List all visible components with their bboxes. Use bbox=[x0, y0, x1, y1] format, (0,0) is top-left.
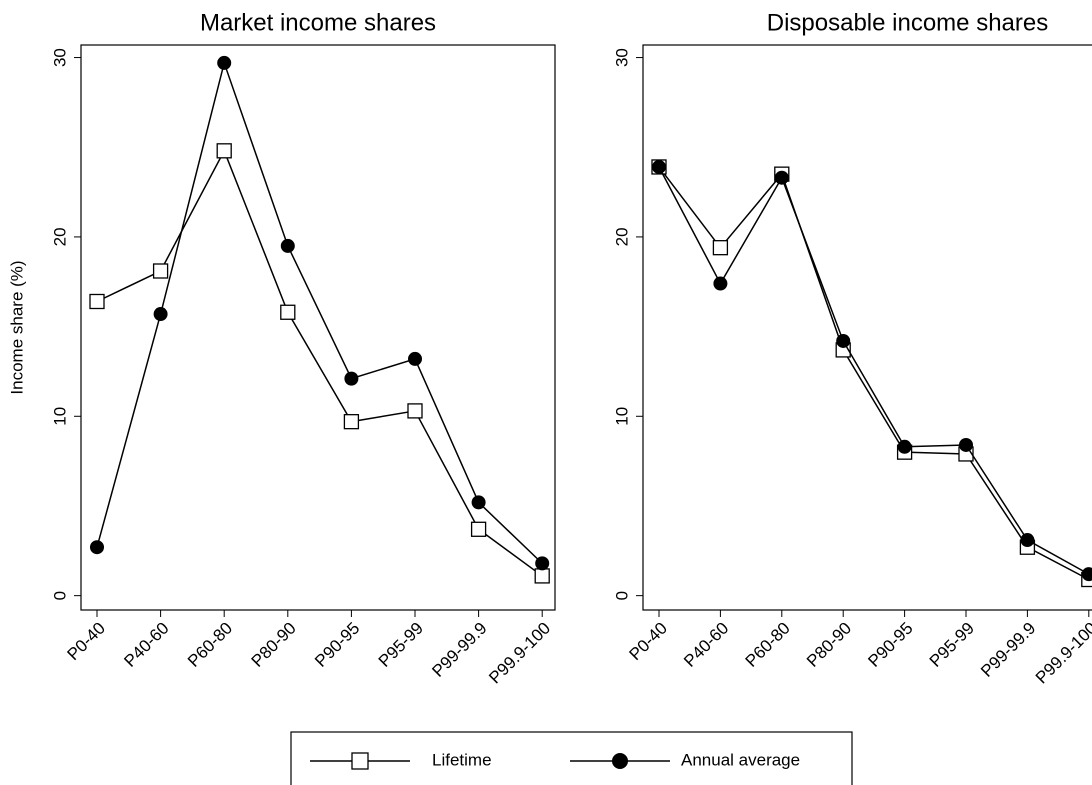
marker bbox=[217, 55, 232, 70]
marker bbox=[535, 556, 550, 571]
x-tick-label: P0-40 bbox=[625, 619, 671, 665]
legend-marker bbox=[351, 752, 369, 770]
marker bbox=[152, 263, 169, 279]
series-line bbox=[658, 166, 1090, 581]
marker bbox=[1020, 533, 1035, 548]
marker bbox=[713, 276, 728, 291]
x-tick-label: P60-80 bbox=[742, 619, 794, 671]
legend-label: Annual average bbox=[681, 750, 800, 769]
plot-frame bbox=[80, 44, 556, 611]
y-tick-label: 20 bbox=[612, 227, 631, 246]
x-tick-label: P90-95 bbox=[311, 619, 363, 671]
x-tick-label: P99-99.9 bbox=[977, 619, 1039, 681]
y-tick-label: 20 bbox=[50, 227, 69, 246]
y-tick-label: 0 bbox=[612, 591, 631, 600]
y-tick-label: 10 bbox=[50, 407, 69, 426]
y-tick-label: 30 bbox=[612, 48, 631, 67]
x-tick-label: P40-60 bbox=[680, 619, 732, 671]
marker bbox=[652, 159, 666, 174]
chart-title: Market income shares bbox=[200, 9, 436, 36]
x-tick-label: P40-60 bbox=[120, 619, 172, 671]
marker bbox=[153, 307, 168, 322]
x-tick-label: P0-40 bbox=[63, 619, 109, 665]
x-tick-label: P95-99 bbox=[375, 619, 427, 671]
marker bbox=[280, 304, 296, 320]
x-tick-label: P80-90 bbox=[248, 619, 300, 671]
marker bbox=[836, 333, 851, 348]
marker bbox=[959, 437, 973, 452]
chart-title: Disposable income shares bbox=[767, 9, 1048, 36]
marker bbox=[408, 351, 422, 366]
x-tick-label: P99.9-100 bbox=[1032, 619, 1092, 688]
marker bbox=[280, 238, 295, 253]
legend-box bbox=[290, 731, 853, 785]
legend-label: Lifetime bbox=[432, 750, 492, 769]
series-line bbox=[96, 149, 543, 577]
x-tick-label: P99-99.9 bbox=[428, 619, 490, 681]
x-tick-label: P95-99 bbox=[926, 619, 978, 671]
y-axis-title: Income share (%) bbox=[7, 260, 26, 394]
marker bbox=[1081, 567, 1092, 582]
x-tick-label: P90-95 bbox=[864, 619, 916, 671]
series-line bbox=[658, 166, 1090, 575]
y-tick-label: 10 bbox=[612, 407, 631, 426]
marker bbox=[897, 439, 912, 454]
series-line bbox=[96, 60, 543, 564]
marker bbox=[534, 568, 550, 584]
legend-marker bbox=[612, 753, 628, 769]
marker bbox=[89, 293, 105, 310]
x-tick-label: P80-90 bbox=[803, 619, 855, 671]
marker bbox=[470, 521, 487, 537]
marker bbox=[343, 414, 360, 430]
marker bbox=[216, 143, 232, 159]
marker bbox=[471, 495, 486, 510]
x-tick-label: P60-80 bbox=[184, 619, 236, 671]
marker bbox=[774, 170, 789, 185]
marker bbox=[90, 540, 104, 555]
y-tick-label: 30 bbox=[50, 48, 69, 67]
marker bbox=[344, 371, 359, 386]
y-tick-label: 0 bbox=[50, 591, 69, 600]
marker bbox=[712, 240, 729, 256]
x-tick-label: P99.9-100 bbox=[485, 619, 554, 688]
marker bbox=[407, 403, 423, 419]
plot-frame bbox=[642, 44, 1092, 611]
